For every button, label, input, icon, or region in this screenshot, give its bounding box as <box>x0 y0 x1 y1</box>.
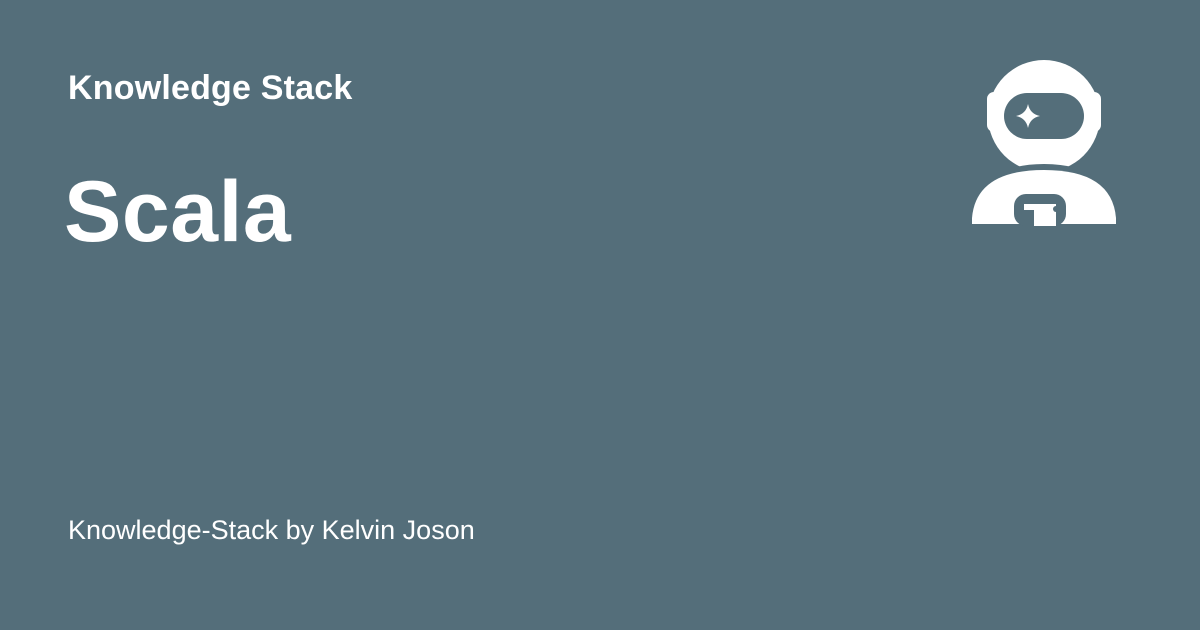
author-byline: Knowledge-Stack by Kelvin Joson <box>68 515 475 545</box>
astronaut-icon <box>972 60 1116 226</box>
page-title: Scala <box>64 164 292 260</box>
site-name: Knowledge Stack <box>68 69 353 107</box>
